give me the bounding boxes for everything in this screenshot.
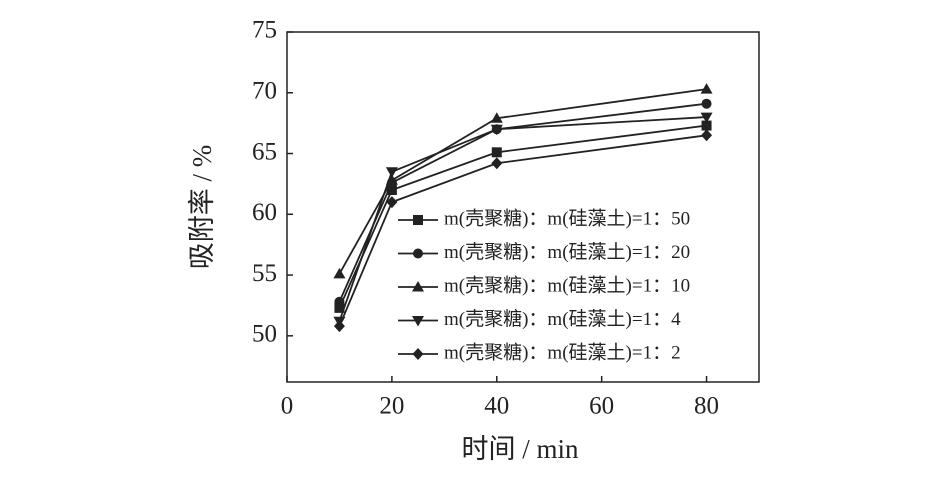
marker	[701, 120, 712, 131]
marker	[385, 167, 398, 178]
x-tick-label: 40	[484, 393, 509, 420]
y-tick-label: 50	[252, 321, 277, 348]
marker	[386, 184, 397, 195]
marker	[386, 196, 398, 209]
marker	[700, 112, 713, 124]
plot-frame	[286, 31, 760, 383]
legend-label: m(壳聚糖)：m(硅藻土)=1：10	[444, 274, 690, 296]
series-line	[338, 102, 707, 303]
marker	[701, 129, 713, 142]
marker	[413, 215, 423, 225]
marker	[412, 281, 424, 292]
legend-label: m(壳聚糖)：m(硅藻土)=1：20	[444, 241, 690, 263]
series-line	[338, 116, 707, 322]
marker	[490, 124, 503, 136]
marker	[701, 98, 712, 109]
marker	[333, 320, 345, 333]
marker	[491, 157, 503, 170]
marker	[334, 296, 345, 307]
x-tick-label: 80	[694, 393, 719, 420]
series-line	[338, 88, 707, 275]
marker	[491, 147, 502, 158]
y-tick-label: 70	[252, 77, 277, 104]
marker	[334, 302, 345, 313]
x-tick-label: 0	[281, 393, 294, 420]
y-tick-label: 60	[252, 199, 277, 226]
y-tick-label: 75	[252, 17, 277, 44]
legend-label: m(壳聚糖)：m(硅藻土)=1：4	[444, 308, 681, 330]
y-tick-label: 65	[252, 138, 277, 165]
marker	[412, 348, 424, 360]
legend-label: m(壳聚糖)：m(硅藻土)=1：50	[444, 207, 690, 229]
marker	[413, 248, 423, 259]
x-tick-label: 60	[589, 393, 614, 420]
marker	[412, 316, 424, 327]
marker	[700, 83, 713, 94]
y-axis-label: 吸附率 / %	[187, 145, 217, 270]
series-line	[338, 134, 707, 327]
y-tick-label: 55	[252, 260, 277, 287]
legend-label: m(壳聚糖)：m(硅藻土)=1：2	[444, 341, 681, 363]
x-axis-label: 时间 / min	[461, 434, 579, 464]
marker	[333, 267, 346, 279]
marker	[490, 112, 503, 123]
x-tick-label: 20	[379, 393, 404, 420]
